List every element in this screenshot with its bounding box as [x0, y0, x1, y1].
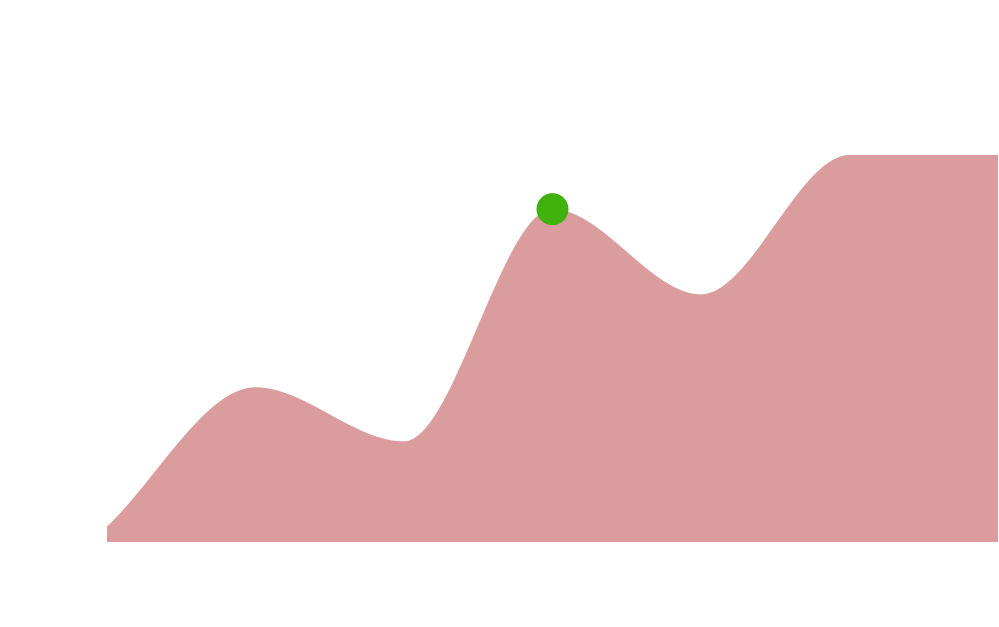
highlight-point[interactable]	[536, 193, 569, 226]
area-series	[107, 155, 998, 542]
